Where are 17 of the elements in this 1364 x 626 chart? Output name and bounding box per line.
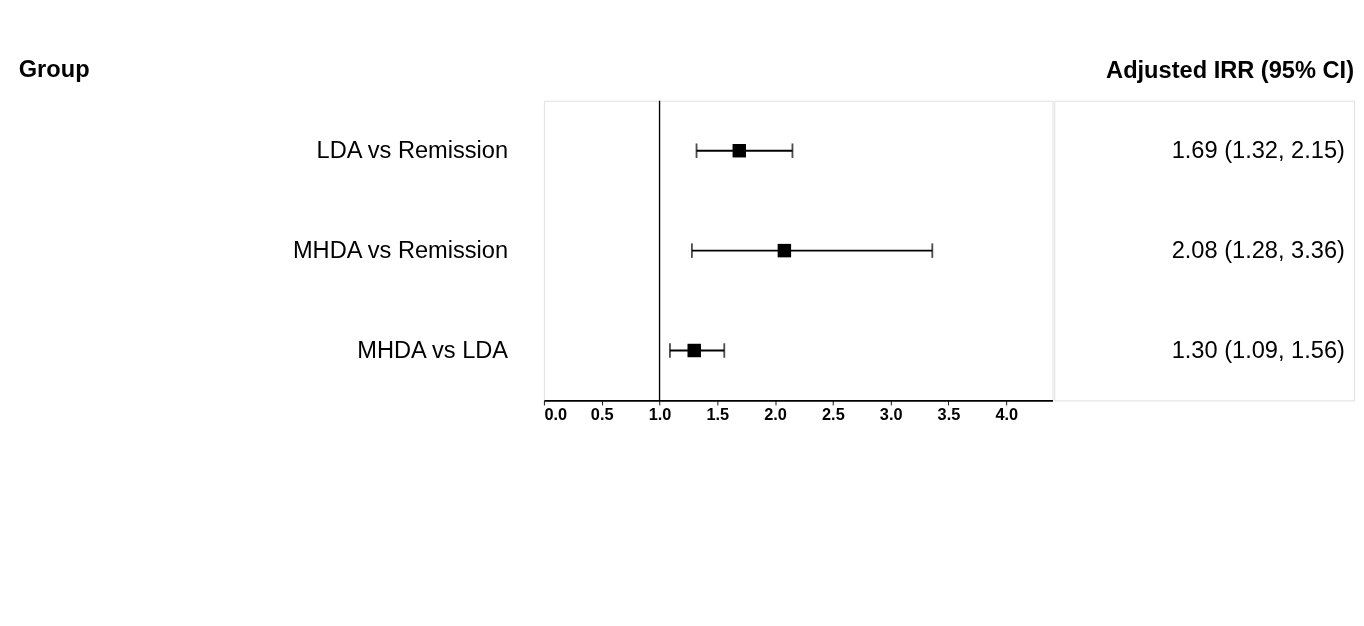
x-tick-label: 2.0 [764, 404, 787, 423]
y-tick-label: MHDA vs Remission [292, 236, 509, 263]
data-label: 1.69 (1.32, 2.15) [1171, 136, 1345, 163]
x-tick-label: 0.5 [590, 404, 614, 423]
text: Adjusted IRR (95% CI) [1106, 57, 1355, 84]
x-tick-label: 0.0 [544, 404, 568, 423]
x-tick-label: 3.5 [937, 404, 961, 423]
data-label: 1.30 (1.09, 1.56) [1171, 336, 1345, 363]
y-tick-label: MHDA vs LDA [357, 336, 509, 363]
data-label: 2.08 (1.28, 3.36) [1171, 236, 1345, 263]
x-tick-label: 4.0 [995, 404, 1019, 423]
x-tick-label: 3.0 [879, 404, 903, 423]
x-tick-label: 2.5 [822, 404, 845, 423]
x-tick-label: 1.0 [648, 404, 672, 423]
x-tick-label: 1.5 [706, 404, 730, 423]
text: Group [18, 56, 90, 83]
y-tick-label: LDA vs Remission [316, 136, 509, 163]
